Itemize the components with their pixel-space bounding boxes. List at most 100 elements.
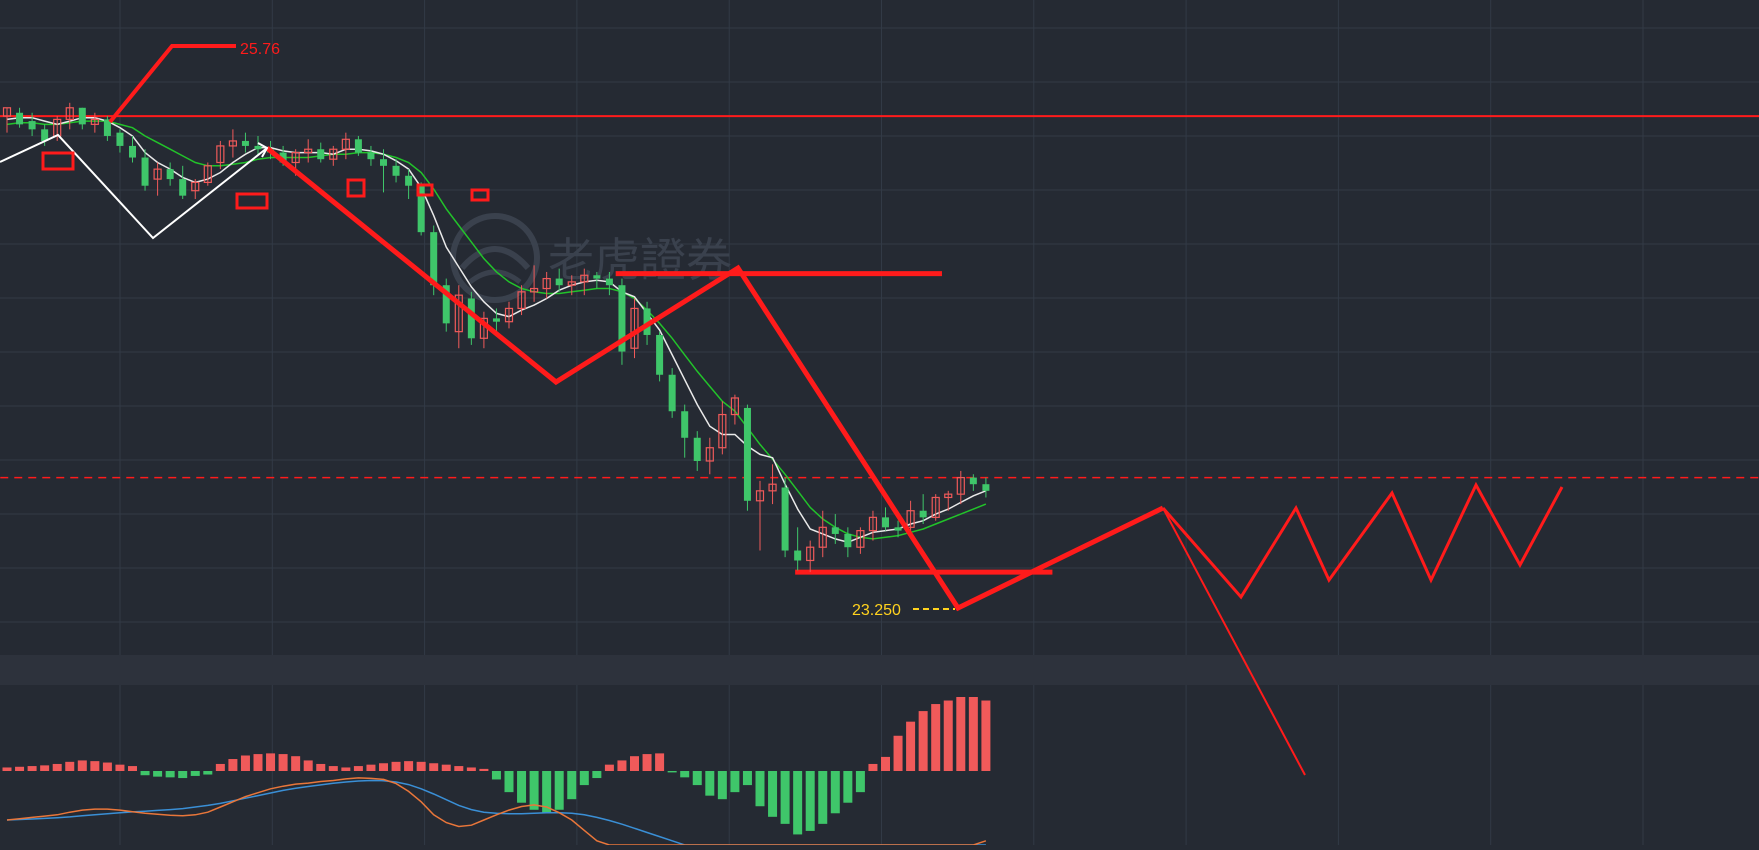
candle-body	[982, 484, 990, 491]
candle-body	[116, 132, 124, 146]
macd-bar	[931, 704, 941, 771]
macd-bar	[491, 771, 501, 780]
macd-bar	[805, 771, 815, 831]
candle-body	[768, 483, 777, 492]
candle-body	[856, 530, 865, 548]
white-arrow-head	[257, 142, 269, 158]
candle	[216, 140, 225, 170]
candle-body	[228, 140, 237, 147]
candle-body	[969, 477, 977, 485]
macd-bar	[692, 771, 702, 786]
candle-body	[153, 168, 162, 180]
candle	[969, 474, 977, 491]
candle	[781, 477, 789, 558]
candle	[241, 132, 249, 153]
horizontal-levels	[0, 115, 1759, 575]
candle	[555, 268, 563, 292]
candle-body	[693, 437, 701, 461]
candle	[768, 464, 777, 505]
support-price-label: 23.250	[852, 602, 901, 619]
candle-body	[956, 476, 965, 495]
candle-body	[16, 112, 24, 125]
macd-bar	[843, 771, 853, 803]
main-zigzag-line	[265, 146, 1165, 612]
zigzag-annotations	[0, 44, 1165, 612]
candle-body	[529, 287, 539, 293]
macd-bar	[780, 771, 790, 824]
macd-bar	[190, 771, 200, 776]
candle-body	[430, 232, 438, 286]
marker-box	[470, 188, 490, 202]
candle-body	[555, 278, 563, 286]
candle-body	[894, 527, 902, 531]
macd-bar	[328, 766, 338, 771]
macd-bar	[391, 761, 401, 771]
candle	[542, 271, 551, 299]
candle-body	[78, 107, 86, 125]
candle	[868, 510, 878, 541]
macd-bar	[379, 763, 388, 771]
candle	[794, 527, 802, 571]
candle	[504, 301, 514, 329]
candle	[228, 129, 237, 158]
candle	[103, 116, 111, 141]
macd-bar	[642, 754, 652, 771]
candle-body	[517, 291, 526, 310]
candle	[341, 132, 350, 160]
macd-bar	[178, 771, 188, 779]
macd-bar	[40, 765, 50, 771]
marker-box	[235, 192, 269, 210]
candle	[304, 139, 313, 163]
candle	[705, 437, 714, 475]
macd-bar	[416, 761, 426, 771]
macd-bar	[454, 766, 464, 771]
macd-bar	[542, 771, 552, 814]
candle-body	[191, 181, 200, 192]
candle-body	[580, 274, 589, 283]
candle-body	[668, 374, 676, 412]
candle	[354, 135, 362, 156]
macd-bar	[793, 771, 803, 835]
candle	[254, 135, 262, 156]
candle	[668, 368, 676, 418]
macd-bar	[517, 771, 527, 803]
candle-body	[618, 285, 626, 352]
candle	[755, 480, 765, 551]
macd-bar	[918, 711, 928, 771]
macd-bar	[730, 771, 740, 793]
candle-body	[919, 510, 927, 518]
candle	[919, 494, 927, 524]
candle	[882, 507, 889, 531]
macd-bar	[717, 771, 727, 800]
candle	[16, 107, 24, 128]
macd-bar	[906, 721, 916, 771]
macd-bar	[893, 735, 903, 771]
candle-body	[141, 157, 149, 186]
candle-body	[90, 118, 99, 125]
candle-body	[291, 151, 300, 164]
candle-body	[317, 149, 325, 160]
macd-bar	[429, 763, 439, 771]
candle-body	[643, 308, 651, 335]
macd-bar	[981, 700, 991, 771]
candle-body	[944, 493, 953, 499]
candle	[956, 470, 965, 505]
macd-bar	[115, 764, 125, 771]
candle-body	[241, 140, 249, 146]
candle-body	[129, 145, 136, 158]
candle-body	[605, 278, 613, 286]
macd-bar	[592, 771, 602, 779]
candle	[454, 285, 463, 349]
macd-bar	[504, 771, 514, 793]
macd-bar	[630, 756, 639, 771]
candle-body	[28, 121, 36, 130]
macd-bar	[604, 764, 614, 771]
macd-bar	[667, 771, 677, 773]
candle	[567, 275, 576, 296]
candle-body	[329, 148, 338, 160]
candle-body	[794, 550, 802, 561]
macd-bar	[215, 763, 225, 771]
candle	[693, 431, 701, 471]
